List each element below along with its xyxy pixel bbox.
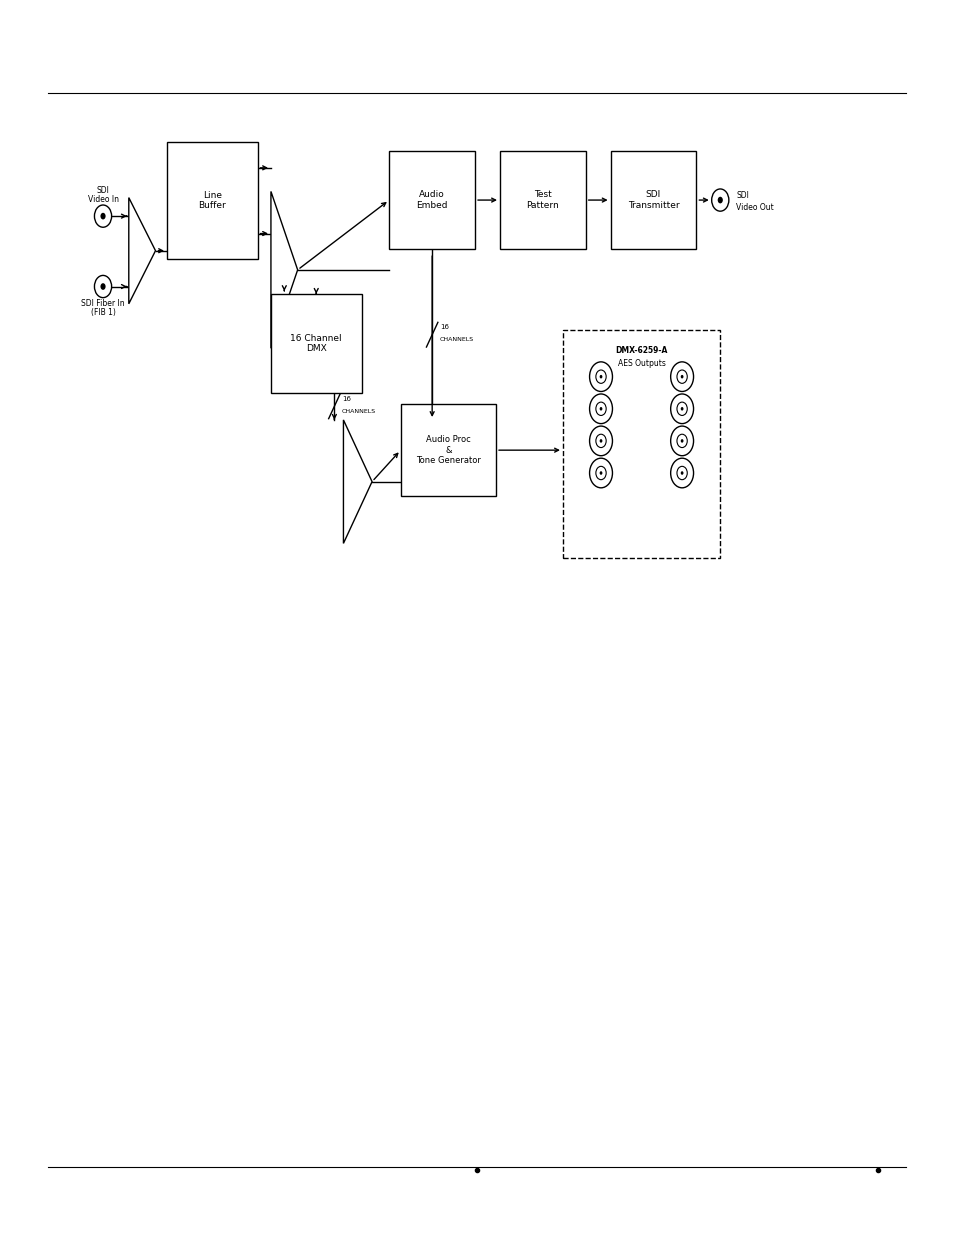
- Circle shape: [94, 275, 112, 298]
- Circle shape: [94, 205, 112, 227]
- Bar: [562, 330, 720, 558]
- Circle shape: [100, 212, 106, 220]
- Circle shape: [711, 189, 728, 211]
- Text: Test
Pattern: Test Pattern: [526, 190, 558, 210]
- Circle shape: [589, 362, 612, 391]
- Circle shape: [100, 283, 106, 290]
- Circle shape: [589, 458, 612, 488]
- Text: Audio
Embed: Audio Embed: [416, 190, 448, 210]
- Circle shape: [599, 375, 601, 378]
- Circle shape: [670, 394, 693, 424]
- Text: SDI Fiber In: SDI Fiber In: [81, 299, 125, 308]
- Bar: [271, 294, 361, 393]
- Text: DMX-6259-A: DMX-6259-A: [615, 346, 667, 354]
- Text: 16: 16: [439, 325, 448, 330]
- Circle shape: [596, 403, 605, 415]
- Bar: [167, 142, 257, 259]
- Text: 16 Channel
DMX: 16 Channel DMX: [290, 333, 342, 353]
- Polygon shape: [343, 420, 372, 543]
- Circle shape: [596, 370, 605, 383]
- Text: SDI: SDI: [96, 186, 110, 195]
- Text: Video In: Video In: [88, 195, 118, 204]
- Text: Line
Buffer: Line Buffer: [198, 191, 226, 210]
- Text: AES Outputs: AES Outputs: [617, 359, 665, 368]
- Text: SDI: SDI: [736, 190, 748, 200]
- Text: Video Out: Video Out: [736, 203, 774, 212]
- Circle shape: [680, 375, 682, 378]
- Circle shape: [670, 458, 693, 488]
- Circle shape: [589, 394, 612, 424]
- Circle shape: [596, 467, 605, 479]
- Text: 16: 16: [341, 396, 351, 401]
- Circle shape: [677, 467, 686, 479]
- Circle shape: [717, 196, 722, 204]
- Text: Audio Proc
&
Tone Generator: Audio Proc & Tone Generator: [416, 435, 480, 466]
- Circle shape: [589, 426, 612, 456]
- Bar: [389, 151, 475, 249]
- Text: SDI
Transmitter: SDI Transmitter: [627, 190, 679, 210]
- Circle shape: [599, 408, 601, 410]
- Circle shape: [680, 408, 682, 410]
- Text: CHANNELS: CHANNELS: [439, 337, 474, 342]
- Circle shape: [677, 370, 686, 383]
- Circle shape: [599, 472, 601, 474]
- Bar: [400, 404, 496, 496]
- Circle shape: [599, 440, 601, 442]
- Circle shape: [670, 362, 693, 391]
- Text: CHANNELS: CHANNELS: [341, 409, 375, 414]
- Text: (FIB 1): (FIB 1): [91, 308, 115, 316]
- Circle shape: [680, 472, 682, 474]
- Circle shape: [677, 403, 686, 415]
- Polygon shape: [129, 198, 155, 304]
- Circle shape: [677, 435, 686, 447]
- Circle shape: [680, 440, 682, 442]
- Bar: [499, 151, 585, 249]
- Circle shape: [596, 435, 605, 447]
- Circle shape: [670, 426, 693, 456]
- Bar: [610, 151, 696, 249]
- Polygon shape: [271, 191, 297, 348]
